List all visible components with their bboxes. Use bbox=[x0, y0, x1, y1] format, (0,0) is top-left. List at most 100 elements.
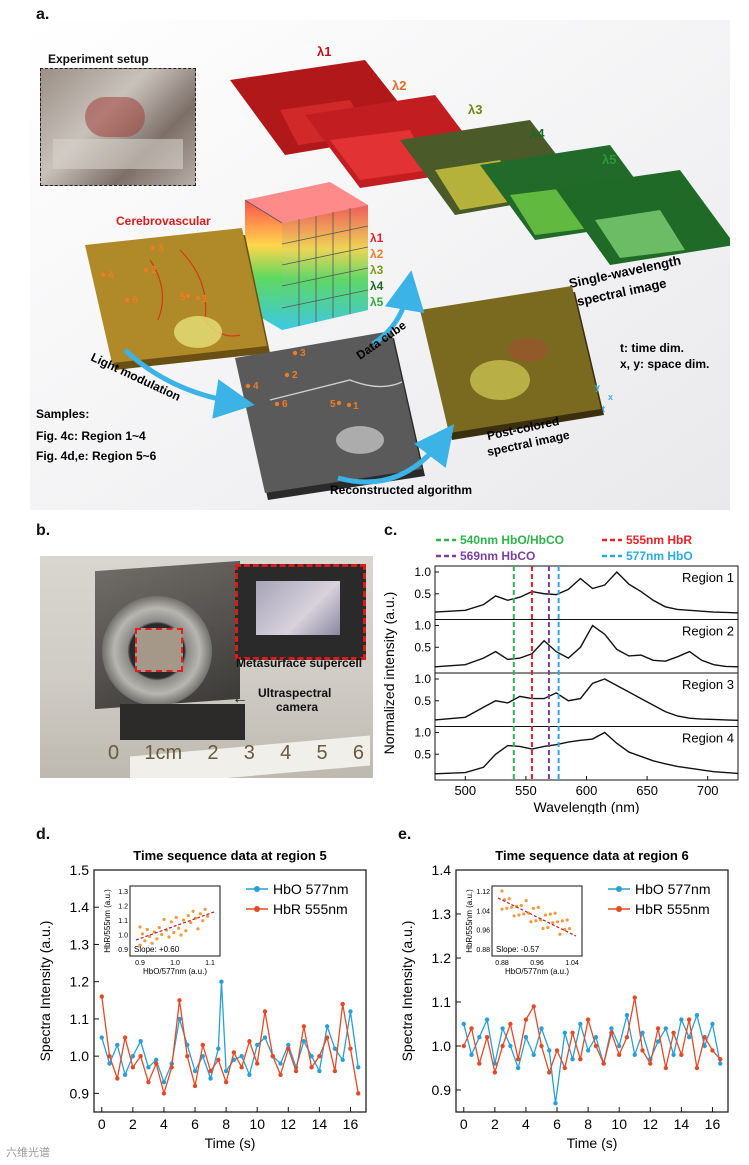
inset-point bbox=[196, 927, 200, 931]
inset-fit-line bbox=[135, 911, 215, 941]
wavelength-layer-5 bbox=[555, 170, 730, 265]
inset-point bbox=[507, 897, 511, 901]
y-tick-label: 0.5 bbox=[414, 587, 431, 601]
inset-y-tick: 1.0 bbox=[118, 933, 128, 940]
inset-point bbox=[184, 929, 188, 933]
data-point bbox=[609, 1026, 614, 1031]
samples-title: Samples: bbox=[36, 407, 89, 421]
y-tick-label: 1.0 bbox=[414, 672, 431, 686]
inset-point bbox=[157, 926, 161, 930]
legend-label: 569nm HbCO bbox=[460, 549, 535, 563]
region-marker-dot bbox=[274, 401, 280, 407]
data-point bbox=[177, 998, 182, 1003]
inset-point bbox=[160, 932, 164, 937]
data-point bbox=[624, 1013, 630, 1018]
y-tick-label: 1.0 bbox=[414, 726, 431, 740]
inset-point bbox=[181, 918, 186, 922]
data-cube-arrow bbox=[371, 270, 425, 347]
data-point bbox=[539, 1043, 544, 1049]
data-point bbox=[115, 1042, 120, 1048]
region-marker-dot bbox=[100, 272, 106, 278]
region-marker-dot bbox=[284, 372, 290, 378]
data-point bbox=[317, 1068, 322, 1074]
inset-point bbox=[138, 943, 142, 947]
y-tick-label: 1.5 bbox=[70, 862, 90, 878]
data-point bbox=[146, 1065, 151, 1070]
ruler-mark: 1cm bbox=[144, 742, 183, 764]
x-tick-label: 10 bbox=[249, 1116, 265, 1132]
inset-point bbox=[162, 917, 166, 922]
inset-point bbox=[500, 907, 504, 911]
inset-point bbox=[198, 912, 202, 916]
x-tick-label: 4 bbox=[522, 1116, 530, 1132]
data-point bbox=[500, 1026, 505, 1031]
x-tick-label: 6 bbox=[191, 1116, 199, 1132]
series-line bbox=[101, 996, 359, 1096]
data-point bbox=[301, 1024, 307, 1029]
x-axis-label: Time (s) bbox=[567, 1135, 618, 1151]
x-tick-label: 0 bbox=[460, 1116, 468, 1132]
inset-point bbox=[174, 915, 178, 920]
data-point bbox=[270, 1053, 275, 1059]
metasurface-label: Metasurface supercell bbox=[236, 656, 363, 670]
y-tick-label: 1.2 bbox=[70, 974, 90, 990]
data-point bbox=[601, 1061, 606, 1066]
data-point bbox=[617, 1043, 622, 1049]
region-marker-6: 6 bbox=[132, 295, 138, 306]
inset-point bbox=[546, 925, 550, 930]
x-tick-label: 600 bbox=[576, 783, 598, 798]
y-tick-label: 0.5 bbox=[414, 640, 431, 654]
inset-point bbox=[186, 914, 190, 918]
axis-x-label: x bbox=[608, 392, 613, 402]
data-point bbox=[710, 1021, 715, 1027]
data-point bbox=[169, 1065, 174, 1070]
inset-point bbox=[565, 918, 569, 922]
data-point bbox=[208, 1076, 213, 1081]
cube-lambda-1: λ1 bbox=[370, 231, 384, 245]
data-point bbox=[702, 1035, 707, 1040]
legend-marker bbox=[616, 906, 622, 912]
data-point bbox=[348, 1046, 353, 1051]
data-point bbox=[278, 1072, 283, 1077]
data-point bbox=[216, 1046, 221, 1051]
x-tick-label: 550 bbox=[515, 783, 537, 798]
inset-point bbox=[534, 919, 538, 923]
data-point bbox=[262, 1009, 268, 1014]
y-tick-label: 1.1 bbox=[70, 1011, 90, 1027]
camera-photo bbox=[40, 556, 373, 778]
panel-a-illustration: λ1 λ2 λ3 λ4 λ5 Single-wavelength spectra… bbox=[30, 20, 730, 510]
spectrum-line bbox=[434, 678, 739, 722]
data-point bbox=[531, 1004, 536, 1009]
y-tick-label: 1.0 bbox=[432, 1038, 452, 1054]
ruler-mark: 6 bbox=[352, 742, 364, 764]
x-tick-label: 14 bbox=[674, 1116, 690, 1132]
data-point bbox=[585, 1048, 591, 1053]
data-point bbox=[718, 1061, 723, 1066]
data-point bbox=[99, 994, 104, 999]
data-point bbox=[648, 1061, 653, 1066]
inset-point bbox=[551, 921, 555, 925]
data-point bbox=[153, 1061, 159, 1066]
data-point bbox=[702, 1043, 707, 1049]
data-point bbox=[655, 1039, 661, 1044]
inset-point bbox=[560, 919, 564, 923]
x-tick-label: 12 bbox=[642, 1116, 658, 1132]
region-marker-dot bbox=[150, 245, 156, 251]
chart-title: Time sequence data at region 6 bbox=[495, 848, 688, 863]
inset-fit-line bbox=[497, 897, 577, 937]
data-point bbox=[138, 1039, 143, 1044]
panel-a-label: a. bbox=[36, 6, 50, 23]
data-point bbox=[286, 1046, 291, 1051]
data-point bbox=[523, 1035, 529, 1040]
data-point bbox=[239, 1065, 244, 1070]
panel-c-label: c. bbox=[384, 522, 398, 539]
inset-x-tick: 1.1 bbox=[205, 960, 215, 967]
data-point bbox=[562, 1065, 567, 1071]
inset-y-label: HbR/555nm (a.u.) bbox=[465, 889, 474, 953]
sample-region-1-4: Fig. 4c: Region 1~4 bbox=[36, 429, 146, 443]
data-point bbox=[609, 1030, 614, 1035]
inset-x-tick: 1.0 bbox=[170, 960, 180, 967]
data-point bbox=[515, 1065, 521, 1071]
lambda-3-label: λ3 bbox=[468, 102, 482, 117]
data-point bbox=[356, 1065, 361, 1070]
